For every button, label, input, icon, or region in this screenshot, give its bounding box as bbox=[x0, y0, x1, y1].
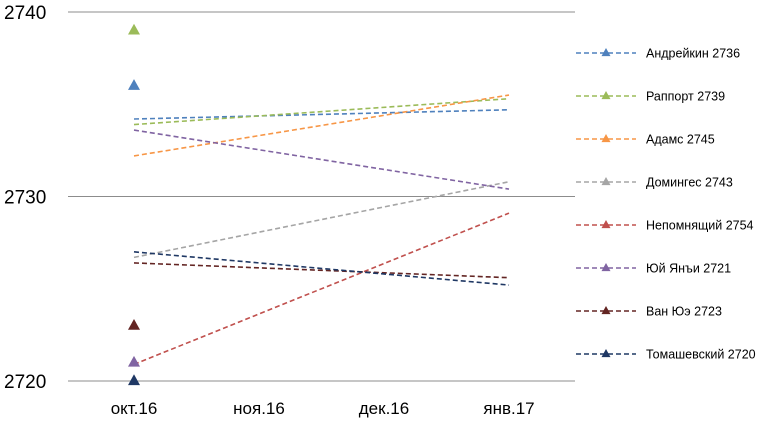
legend: Андрейкин 2736 Раппорт 2739 Адамс 2745 Доми… bbox=[576, 47, 756, 362]
legend-marker bbox=[601, 262, 611, 272]
legend-marker bbox=[601, 348, 611, 358]
x-axis-tick-labels: окт.16 ноя.16 дек.16 янв.17 bbox=[111, 399, 535, 418]
data-point-marker bbox=[128, 318, 140, 330]
x-tick-label: окт.16 bbox=[111, 399, 158, 418]
trend-line bbox=[133, 212, 510, 366]
trend-line bbox=[133, 108, 510, 120]
trend-line bbox=[133, 97, 510, 126]
x-tick-label: дек.16 bbox=[359, 399, 409, 418]
trend-line bbox=[133, 180, 510, 259]
legend-label: Домингес 2743 bbox=[646, 176, 733, 190]
y-tick-label: 2740 bbox=[4, 3, 46, 24]
trend-line bbox=[133, 129, 510, 190]
data-point-marker bbox=[128, 355, 140, 367]
legend-label: Адамс 2745 bbox=[646, 133, 715, 147]
legend-marker bbox=[601, 305, 611, 315]
trend-line bbox=[133, 251, 510, 286]
legend-label: Андрейкин 2736 bbox=[646, 47, 740, 61]
trend-line bbox=[133, 262, 510, 279]
trend-line bbox=[133, 94, 510, 157]
legend-label: Томашевский 2720 bbox=[646, 348, 756, 362]
gridlines bbox=[68, 11, 575, 382]
data-point-marker bbox=[128, 374, 140, 386]
y-tick-label: 2730 bbox=[4, 188, 46, 209]
y-axis-tick-labels: 2720 2730 2740 bbox=[4, 3, 46, 393]
legend-marker bbox=[601, 90, 611, 100]
legend-label: Раппорт 2739 bbox=[646, 90, 725, 104]
legend-marker bbox=[601, 176, 611, 186]
legend-marker bbox=[601, 47, 611, 57]
trend-lines bbox=[133, 94, 510, 366]
x-tick-label: янв.17 bbox=[483, 399, 534, 418]
x-tick-label: ноя.16 bbox=[233, 399, 285, 418]
legend-label: Ван Юэ 2723 bbox=[646, 305, 722, 319]
data-point-marker bbox=[128, 23, 140, 35]
data-points bbox=[128, 23, 140, 386]
legend-marker bbox=[601, 219, 611, 229]
legend-label: Юй Янъи 2721 bbox=[646, 262, 731, 276]
legend-label: Непомнящий 2754 bbox=[646, 219, 754, 233]
legend-marker bbox=[601, 133, 611, 143]
data-point-marker bbox=[128, 79, 140, 90]
y-tick-label: 2720 bbox=[4, 372, 46, 393]
